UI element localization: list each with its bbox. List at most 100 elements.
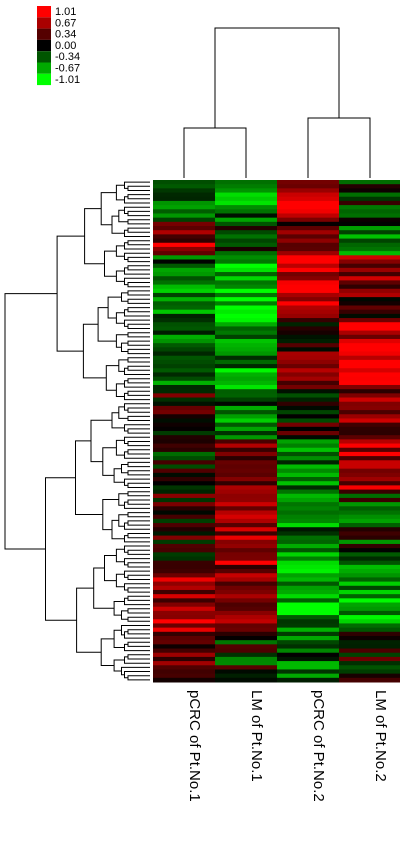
heatmap-cell [153,652,216,658]
heatmap-cell [277,661,340,666]
heatmap-cell [153,221,216,227]
heatmap-cell [215,364,278,369]
heatmap-cell [153,460,216,465]
heatmap-cell [339,573,400,578]
heatmap-cell [153,217,216,223]
heatmap-cell [215,669,278,675]
heatmap-cell [339,552,400,557]
heatmap-cell [277,464,340,470]
heatmap-cell [153,313,216,319]
heatmap-cell [277,251,340,256]
heatmap-cell [277,556,340,562]
heatmap-cell [277,313,340,319]
heatmap-cell [277,543,340,549]
heatmap-cell [277,359,340,365]
heatmap-cell [277,238,340,244]
heatmap-cell [277,368,340,373]
row-dendrogram-branch [127,587,150,593]
heatmap-cell [215,543,278,549]
heatmap-cell [153,619,216,624]
heatmap-cell [215,322,278,327]
heatmap-cell [339,531,400,537]
heatmap-cell [339,255,400,260]
heatmap-cell [277,548,340,553]
heatmap-cell [339,506,400,511]
heatmap-cell [153,552,216,557]
row-dendrogram-branch [118,493,128,506]
heatmap-cell [277,355,340,361]
heatmap-cell [339,380,400,386]
heatmap-cell [215,631,278,637]
heatmap-cell [215,351,278,357]
column-labels: pCRC of Pt.No.1 LM of Pt.No.1 pCRC of Pt.N… [186,690,389,802]
heatmap-cell [153,246,216,252]
heatmap-cell [153,644,216,650]
row-dendrogram-branch [127,348,150,355]
heatmap-cell [339,226,400,231]
heatmap-cell [153,602,216,608]
heatmap-cell [215,255,278,260]
row-dendrogram-branch [115,573,125,588]
heatmap-cell [215,635,278,641]
row-dendrogram-branch [118,514,128,527]
heatmap-cell [215,376,278,382]
heatmap-cell [153,376,216,382]
row-dendrogram-branch [127,675,150,681]
heatmap-cell [339,301,400,306]
heatmap-cell [215,640,278,645]
heatmap-cell [153,431,216,436]
heatmap-cell [215,485,278,491]
heatmap-cell [339,431,400,436]
heatmap-cell [339,259,400,265]
heatmap-cell [215,393,278,399]
heatmap-cell [153,669,216,675]
heatmap-cell [215,213,278,219]
heatmap-cell [339,460,400,465]
heatmap-cell [339,589,400,595]
heatmap-cell [215,426,278,432]
heatmap-cell [215,200,278,206]
heatmap-cell [215,221,278,227]
heatmap-cell [277,460,340,465]
heatmap-cell [215,589,278,595]
heatmap-cell [277,284,340,290]
heatmap-cell [215,552,278,557]
heatmap-cell [339,280,400,286]
heatmap-cell [339,272,400,277]
heatmap-cell [153,598,216,604]
heatmap-cell [153,506,216,511]
legend-label: -0.67 [55,63,80,75]
heatmap-cell [339,598,400,604]
row-dendrogram-branch [127,595,150,601]
heatmap-cell [339,251,400,256]
heatmap-cell [215,184,278,189]
row-dendrogram-branch [127,461,150,468]
legend-label: 0.00 [55,40,76,52]
heatmap-cell [277,347,340,353]
heatmap-cell [277,531,340,537]
heatmap-cell [215,405,278,411]
heatmap-cell [215,464,278,470]
row-dendrogram-branch [111,215,125,234]
row-dendrogram-branch [102,499,119,531]
heatmap-cell [277,267,340,273]
heatmap-cell [215,431,278,436]
heatmap-cell [277,615,340,620]
heatmap-cell [153,481,216,486]
heatmap-cell [215,418,278,424]
heatmap-cell [339,397,400,403]
heatmap-cell [339,205,400,210]
heatmap-cell [277,393,340,399]
row-dendrogram-branch [127,549,150,555]
column-label: pCRC of Pt.No.1 [186,690,203,802]
heatmap-cell [215,188,278,194]
heatmap-cell [215,313,278,319]
heatmap-cell [277,539,340,545]
row-dendrogram-branch [127,616,150,622]
heatmap-cell [339,292,400,298]
row-dendrogram-branch [127,512,150,518]
heatmap-cell [153,518,216,524]
heatmap-cell [277,631,340,637]
row-dendrogram-branch [127,290,150,296]
